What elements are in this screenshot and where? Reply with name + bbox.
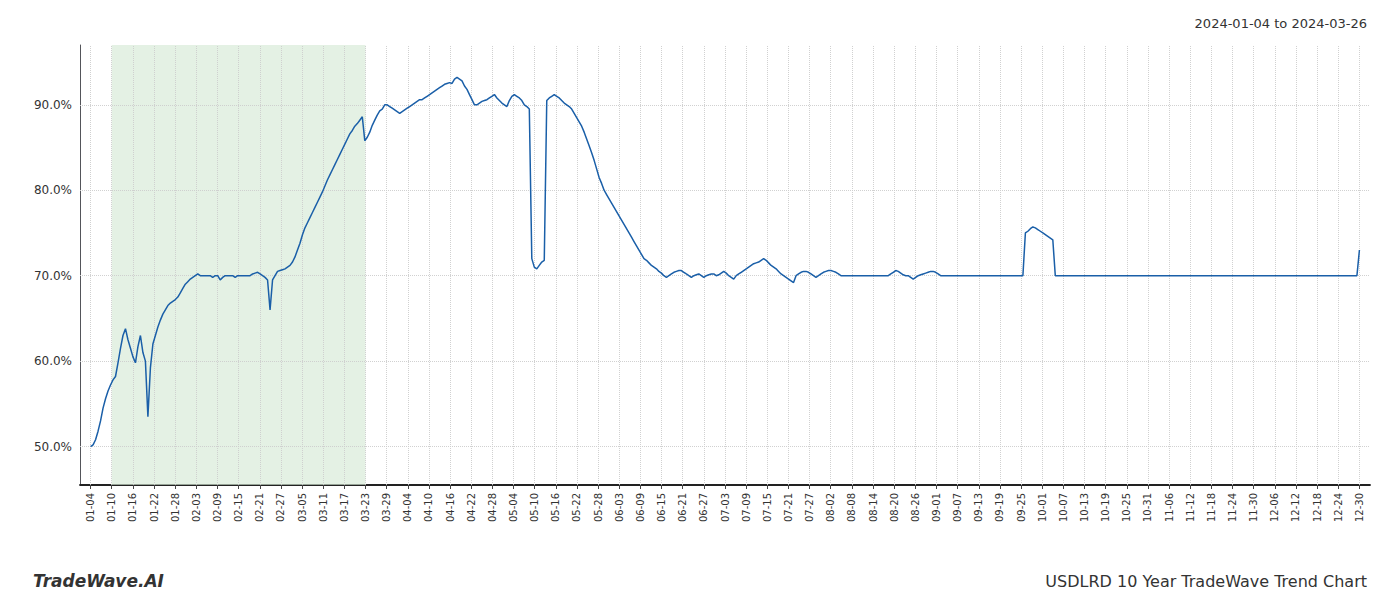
svg-text:06-03: 06-03 (614, 493, 625, 522)
svg-text:02-03: 02-03 (191, 493, 202, 522)
svg-text:60.0%: 60.0% (34, 354, 72, 368)
svg-text:10-01: 10-01 (1037, 493, 1048, 522)
svg-text:06-27: 06-27 (698, 493, 709, 522)
svg-text:08-14: 08-14 (868, 493, 879, 522)
svg-text:06-15: 06-15 (656, 493, 667, 522)
svg-text:12-30: 12-30 (1354, 493, 1365, 522)
svg-text:01-16: 01-16 (127, 493, 138, 522)
svg-text:07-21: 07-21 (783, 493, 794, 522)
svg-text:04-28: 04-28 (487, 493, 498, 522)
svg-text:07-09: 07-09 (741, 493, 752, 522)
svg-text:05-10: 05-10 (529, 493, 540, 522)
svg-text:05-22: 05-22 (571, 493, 582, 522)
svg-text:09-19: 09-19 (994, 493, 1005, 522)
svg-text:04-16: 04-16 (445, 493, 456, 522)
svg-text:05-28: 05-28 (593, 493, 604, 522)
svg-text:10-13: 10-13 (1079, 493, 1090, 522)
svg-text:11-18: 11-18 (1206, 493, 1217, 522)
svg-text:09-13: 09-13 (973, 493, 984, 522)
svg-text:10-31: 10-31 (1142, 493, 1153, 522)
svg-text:08-02: 08-02 (825, 493, 836, 522)
svg-text:12-24: 12-24 (1333, 493, 1344, 522)
svg-text:04-22: 04-22 (466, 493, 477, 522)
svg-text:03-17: 03-17 (339, 493, 350, 522)
svg-text:01-22: 01-22 (149, 493, 160, 522)
svg-text:03-29: 03-29 (381, 493, 392, 522)
svg-text:10-07: 10-07 (1058, 493, 1069, 522)
svg-text:02-27: 02-27 (275, 493, 286, 522)
svg-text:10-19: 10-19 (1100, 493, 1111, 522)
svg-text:01-10: 01-10 (106, 493, 117, 522)
svg-text:07-03: 07-03 (720, 493, 731, 522)
svg-text:01-28: 01-28 (170, 493, 181, 522)
svg-text:04-10: 04-10 (423, 493, 434, 522)
svg-text:12-18: 12-18 (1312, 493, 1323, 522)
svg-text:11-24: 11-24 (1227, 493, 1238, 522)
svg-text:09-25: 09-25 (1016, 493, 1027, 522)
svg-text:50.0%: 50.0% (34, 440, 72, 454)
svg-text:03-23: 03-23 (360, 493, 371, 522)
svg-text:09-07: 09-07 (952, 493, 963, 522)
svg-text:06-09: 06-09 (635, 493, 646, 522)
svg-text:70.0%: 70.0% (34, 269, 72, 283)
svg-text:02-15: 02-15 (233, 493, 244, 522)
svg-text:01-04: 01-04 (85, 493, 96, 522)
svg-text:02-21: 02-21 (254, 493, 265, 522)
svg-text:USDLRD 10 Year TradeWave Trend: USDLRD 10 Year TradeWave Trend Chart (1045, 572, 1367, 591)
svg-text:80.0%: 80.0% (34, 183, 72, 197)
svg-text:05-04: 05-04 (508, 493, 519, 522)
svg-text:04-04: 04-04 (402, 493, 413, 522)
svg-text:09-01: 09-01 (931, 493, 942, 522)
svg-text:TradeWave.AI: TradeWave.AI (33, 571, 164, 591)
svg-text:11-30: 11-30 (1248, 493, 1259, 522)
svg-text:90.0%: 90.0% (34, 98, 72, 112)
svg-text:08-26: 08-26 (910, 493, 921, 522)
svg-text:11-12: 11-12 (1185, 493, 1196, 522)
svg-text:08-20: 08-20 (889, 493, 900, 522)
svg-text:12-06: 12-06 (1269, 493, 1280, 522)
svg-text:05-16: 05-16 (550, 493, 561, 522)
svg-text:03-11: 03-11 (318, 493, 329, 522)
svg-text:03-05: 03-05 (297, 493, 308, 522)
svg-text:06-21: 06-21 (677, 493, 688, 522)
svg-text:11-06: 11-06 (1164, 493, 1175, 522)
svg-text:2024-01-04 to 2024-03-26: 2024-01-04 to 2024-03-26 (1195, 16, 1367, 31)
svg-text:07-15: 07-15 (762, 493, 773, 522)
svg-text:12-12: 12-12 (1290, 493, 1301, 522)
svg-text:02-09: 02-09 (212, 493, 223, 522)
svg-text:07-27: 07-27 (804, 493, 815, 522)
svg-text:08-08: 08-08 (846, 493, 857, 522)
svg-text:10-25: 10-25 (1121, 493, 1132, 522)
